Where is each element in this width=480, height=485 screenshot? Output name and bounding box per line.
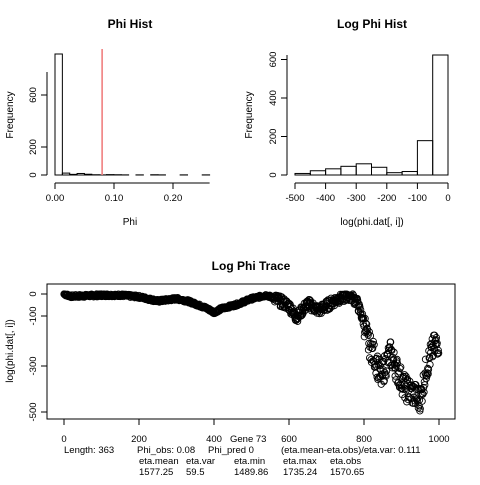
phi-hist-y-label: Frequency	[5, 91, 16, 138]
eta-min-label: eta.min	[234, 456, 265, 467]
eta-max-value: 1735.24	[283, 467, 317, 478]
log-phi-trace-title: Log Phi Trace	[212, 259, 291, 273]
phi-hist-bar	[77, 173, 84, 175]
trace-x-tick-label: 600	[281, 434, 297, 445]
phi-obs-stat: Phi_obs: 0.08	[137, 445, 195, 456]
trace-y-tick-label: -100	[28, 306, 39, 325]
trace-x-tick-label: 0	[61, 434, 66, 445]
log-phi-hist-panel: Log Phi Hist -500 -400 -300 -200 -100 0 …	[244, 17, 451, 228]
gene-label: Gene 73	[230, 434, 266, 445]
phi-hist-bars	[55, 54, 210, 175]
eta-min-value: 1489.86	[234, 467, 268, 478]
log-phi-trace-panel: Log Phi Trace 0 200 400 600 800 1000 -50…	[5, 259, 455, 445]
log-phi-hist-y-tick-label: 400	[268, 90, 279, 106]
eta-var-label: eta.var	[186, 456, 215, 467]
phi-hist-x-tick-label: 0.00	[46, 193, 65, 204]
eta-ratio-stat: (eta.mean-eta.obs)/eta.var: 0.111	[281, 445, 421, 456]
log-phi-hist-y-tick-label: 200	[268, 129, 279, 145]
log-phi-hist-bar	[356, 164, 371, 175]
log-phi-hist-bar	[310, 171, 325, 175]
log-phi-hist-bar	[387, 173, 402, 175]
log-phi-hist-x-tick-label: 0	[445, 193, 450, 204]
log-phi-hist-bar	[341, 166, 356, 175]
phi-hist-title: Phi Hist	[108, 17, 153, 31]
length-stat: Length: 363	[64, 445, 114, 456]
trace-x-tick-label: 200	[131, 434, 147, 445]
log-phi-hist-x-label: log(phi.dat[, i])	[340, 217, 403, 228]
phi-hist-y-tick-label: 200	[28, 139, 39, 155]
log-phi-hist-bar	[326, 169, 341, 175]
phi-hist-bar	[84, 174, 91, 175]
trace-y-tick-label: -500	[28, 402, 39, 421]
log-phi-hist-y-tick-label: 0	[268, 172, 279, 177]
trace-x-tick-label: 1000	[428, 434, 449, 445]
log-phi-hist-bar	[295, 173, 310, 175]
trace-y-tick-label: -300	[28, 356, 39, 375]
phi-hist-x-tick-label: 0.20	[164, 193, 183, 204]
log-phi-hist-bar	[433, 55, 448, 175]
log-phi-hist-bars	[295, 55, 448, 175]
trace-y-label: log(phi.dat[, i])	[5, 319, 16, 382]
log-phi-hist-bar	[417, 141, 432, 175]
phi-hist-bar	[70, 174, 77, 175]
log-phi-trace-points	[61, 291, 442, 414]
log-phi-hist-bar	[402, 172, 417, 175]
phi-hist-bar	[55, 54, 62, 175]
eta-obs-label: eta.obs	[330, 456, 361, 467]
log-phi-hist-x-tick-label: -100	[408, 193, 427, 204]
phi-hist-panel: Phi Hist 0.00 0.10 0.20 0 200 600 Phi Fr…	[5, 17, 210, 228]
log-phi-hist-x-tick-label: -200	[377, 193, 396, 204]
trace-y-tick-label: 0	[28, 291, 39, 296]
log-phi-hist-title: Log Phi Hist	[337, 17, 407, 31]
eta-mean-value: 1577.25	[139, 467, 173, 478]
phi-hist-bar	[62, 173, 69, 175]
eta-var-value: 59.5	[186, 467, 205, 478]
log-phi-hist-y-label: Frequency	[244, 91, 255, 138]
eta-obs-value: 1570.65	[330, 467, 364, 478]
trace-x-tick-label: 800	[356, 434, 372, 445]
phi-hist-y-tick-label: 600	[28, 87, 39, 103]
log-phi-hist-y-tick-label: 600	[268, 52, 279, 68]
phi-hist-x-label: Phi	[123, 217, 137, 228]
trace-x-tick-label: 400	[206, 434, 222, 445]
log-phi-hist-x-tick-label: -300	[347, 193, 366, 204]
phi-hist-x-tick-label: 0.10	[105, 193, 124, 204]
eta-max-label: eta.max	[283, 456, 317, 467]
phi-pred-stat: Phi_pred 0	[208, 445, 254, 456]
trace-point	[422, 356, 428, 362]
eta-mean-label: eta.mean	[139, 456, 179, 467]
log-phi-hist-bar	[372, 167, 387, 175]
log-phi-hist-x-tick-label: -500	[285, 193, 304, 204]
phi-hist-y-tick-label: 0	[28, 172, 39, 177]
log-phi-hist-x-tick-label: -400	[316, 193, 335, 204]
